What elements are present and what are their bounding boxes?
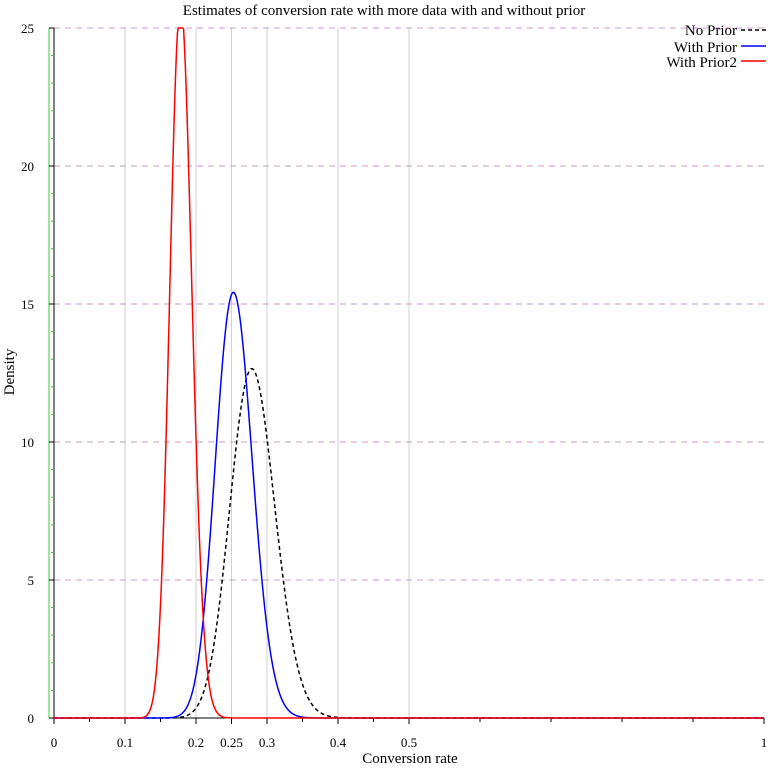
legend-item-no-prior: No Prior [685,23,766,39]
legend-label-with-prior: With Prior [674,40,737,56]
x-tick-label: 0.25 [220,735,243,750]
y-tick-label: 5 [28,573,35,588]
y-tick-label: 0 [28,711,35,726]
legend: No Prior With Prior With Prior2 [666,23,766,71]
y-axis-label: Density [2,348,18,395]
y-tick-label: 20 [21,159,34,174]
legend-item-with-prior: With Prior [674,40,766,56]
y-tick-label: 15 [21,297,34,312]
x-tick-label: 0.5 [401,735,417,750]
x-tick-label: 0 [51,735,58,750]
y-tick-label: 10 [21,435,34,450]
x-tick-label: 0.2 [188,735,204,750]
x-tick-label: 0.3 [259,735,275,750]
x-axis-label: Conversion rate [362,751,458,767]
x-tick-label: 0.4 [330,735,347,750]
axes [49,28,764,718]
legend-item-with-prior2: With Prior2 [666,55,766,71]
x-tick-label: 1 [761,735,768,750]
y-tick-label: 25 [21,21,34,36]
legend-label-with-prior2: With Prior2 [666,55,737,71]
chart-title: Estimates of conversion rate with more d… [183,3,585,19]
legend-label-no-prior: No Prior [685,23,737,39]
x-tick-label: 0.1 [117,735,133,750]
